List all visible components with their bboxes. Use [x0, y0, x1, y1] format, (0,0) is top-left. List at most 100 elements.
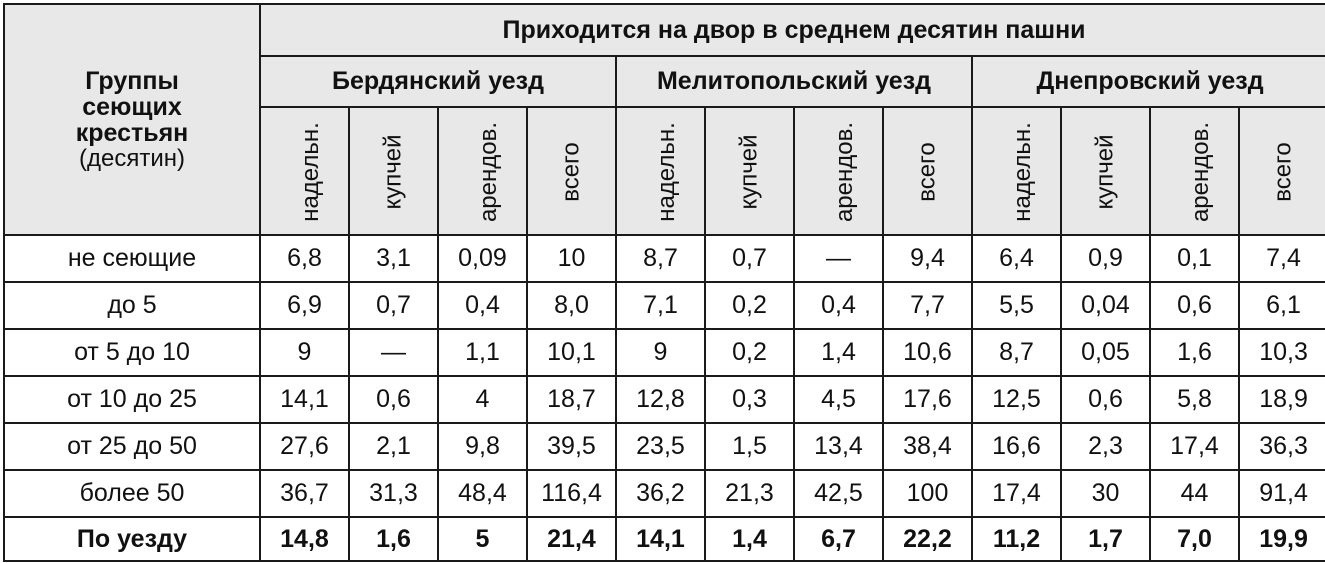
- table-row: от 25 до 50 27,6 2,1 9,8 39,5 23,5 1,5 13,4 38,4…: [3, 422, 1325, 471]
- value-cell: 0,6: [1149, 281, 1240, 330]
- value-cell: 18,9: [1237, 375, 1325, 424]
- value-cell: 9: [259, 328, 350, 377]
- table-body: не сеющие 6,8 3,1 0,09 10 8,7 0,7—9,4 6,4 0,9 0,1…: [3, 234, 1325, 562]
- subcolumn-header: купчей: [348, 106, 439, 236]
- value-cell: 0,6: [1060, 375, 1151, 424]
- value-cell: 36,2: [615, 469, 706, 518]
- value-cell: 1,1: [437, 328, 528, 377]
- value-cell: 4: [437, 375, 528, 424]
- value-cell: 12,8: [615, 375, 706, 424]
- value-cell: 10,3: [1237, 328, 1325, 377]
- total-row: По уезду 14,8 1,6 5 21,4 14,1 1,4 6,7 22,2 11,2 1,…: [3, 516, 1325, 562]
- value-cell: 19,9: [1237, 516, 1325, 562]
- table-row: не сеющие 6,8 3,1 0,09 10 8,7 0,7—9,4 6,4 0,9 0,1…: [3, 234, 1325, 283]
- value-cell: 8,7: [615, 234, 706, 283]
- value-cell: 0,2: [704, 281, 795, 330]
- main-title: Приходится на двор в среднем десятин паш…: [258, 3, 1325, 57]
- value-cell: 7,0: [1149, 516, 1240, 562]
- value-cell: 0,7: [704, 234, 795, 283]
- value-cell: 5: [437, 516, 528, 562]
- value-cell: 1,4: [704, 516, 795, 562]
- value-cell: 30: [1060, 469, 1151, 518]
- value-cell: 6,1: [1237, 281, 1325, 330]
- value-cell: 100: [882, 469, 973, 518]
- value-cell: 6,7: [793, 516, 884, 562]
- district-header-berdyansk: Бердянский уезд: [259, 55, 617, 108]
- district-header-dnepr: Днепровский уезд: [970, 55, 1325, 108]
- value-cell: —: [348, 328, 439, 377]
- value-cell: 1,6: [1149, 328, 1240, 377]
- subcolumn-header: всего: [882, 106, 973, 236]
- value-cell: —: [793, 234, 884, 283]
- subcolumn-header: арендов.: [437, 106, 528, 236]
- table-row: более 50 36,7 31,3 48,4 116,4 36,2 21,3 42,5 100…: [3, 469, 1325, 518]
- value-cell: 31,3: [348, 469, 439, 518]
- subcolumn-header: купчей: [704, 106, 795, 236]
- value-cell: 7,4: [1237, 234, 1325, 283]
- groups-label-line: сеющих: [82, 92, 182, 121]
- groups-header: Группы сеющих крестьян (десятин): [3, 3, 261, 236]
- value-cell: 6,9: [259, 281, 350, 330]
- value-cell: 0,05: [1060, 328, 1151, 377]
- groups-label-line: крестьян: [75, 119, 189, 148]
- value-cell: 0,6: [348, 375, 439, 424]
- group-cell: не сеющие: [3, 234, 261, 283]
- value-cell: 0,3: [704, 375, 795, 424]
- value-cell: 2,3: [1060, 422, 1151, 471]
- value-cell: 0,09: [437, 234, 528, 283]
- subcolumn-header: арендов.: [1149, 106, 1240, 236]
- value-cell: 0,9: [1060, 234, 1151, 283]
- value-cell: 5,8: [1149, 375, 1240, 424]
- value-cell: 9,8: [437, 422, 528, 471]
- groups-unit: (десятин): [79, 145, 185, 173]
- value-cell: 116,4: [526, 469, 617, 518]
- value-cell: 0,04: [1060, 281, 1151, 330]
- group-cell: от 5 до 10: [3, 328, 261, 377]
- subcolumn-header: арендов.: [793, 106, 884, 236]
- value-cell: 5,5: [971, 281, 1062, 330]
- group-cell: от 10 до 25: [3, 375, 261, 424]
- value-cell: 10,1: [526, 328, 617, 377]
- value-cell: 3,1: [348, 234, 439, 283]
- value-cell: 8,7: [971, 328, 1062, 377]
- subcolumn-header: всего: [1237, 106, 1325, 236]
- value-cell: 7,7: [882, 281, 973, 330]
- value-cell: 48,4: [437, 469, 528, 518]
- value-cell: 6,8: [259, 234, 350, 283]
- subcolumn-header: купчей: [1060, 106, 1151, 236]
- table-row: до 5 6,9 0,7 0,4 8,0 7,1 0,2 0,4 7,7 5,5 0,04 0,6 6,…: [3, 281, 1325, 330]
- value-cell: 14,1: [259, 375, 350, 424]
- value-cell: 11,2: [971, 516, 1062, 562]
- value-cell: 42,5: [793, 469, 884, 518]
- value-cell: 2,1: [348, 422, 439, 471]
- value-cell: 17,4: [1149, 422, 1240, 471]
- value-cell: 7,1: [615, 281, 706, 330]
- group-cell: от 25 до 50: [3, 422, 261, 471]
- groups-label-line: Группы: [85, 66, 179, 95]
- subcolumn-header: надельн.: [971, 106, 1062, 236]
- value-cell: 17,6: [882, 375, 973, 424]
- value-cell: 1,6: [348, 516, 439, 562]
- value-cell: 0,1: [1149, 234, 1240, 283]
- value-cell: 0,2: [704, 328, 795, 377]
- value-cell: 22,2: [882, 516, 973, 562]
- land-table: Группы сеющих крестьян (десятин) Приходи…: [3, 3, 1325, 562]
- value-cell: 6,4: [971, 234, 1062, 283]
- value-cell: 8,0: [526, 281, 617, 330]
- table-row: от 10 до 25 14,1 0,6 4 18,7 12,8 0,3 4,5 17,6 12,…: [3, 375, 1325, 424]
- value-cell: 0,4: [793, 281, 884, 330]
- value-cell: 10: [526, 234, 617, 283]
- value-cell: 23,5: [615, 422, 706, 471]
- value-cell: 36,7: [259, 469, 350, 518]
- subcolumn-header: надельн.: [615, 106, 706, 236]
- value-cell: 1,7: [1060, 516, 1151, 562]
- value-cell: 1,4: [793, 328, 884, 377]
- district-header-melitopol: Мелитопольский уезд: [615, 55, 973, 108]
- value-cell: 27,6: [259, 422, 350, 471]
- value-cell: 10,6: [882, 328, 973, 377]
- value-cell: 14,1: [615, 516, 706, 562]
- value-cell: 21,4: [526, 516, 617, 562]
- value-cell: 17,4: [971, 469, 1062, 518]
- value-cell: 38,4: [882, 422, 973, 471]
- group-cell: до 5: [3, 281, 261, 330]
